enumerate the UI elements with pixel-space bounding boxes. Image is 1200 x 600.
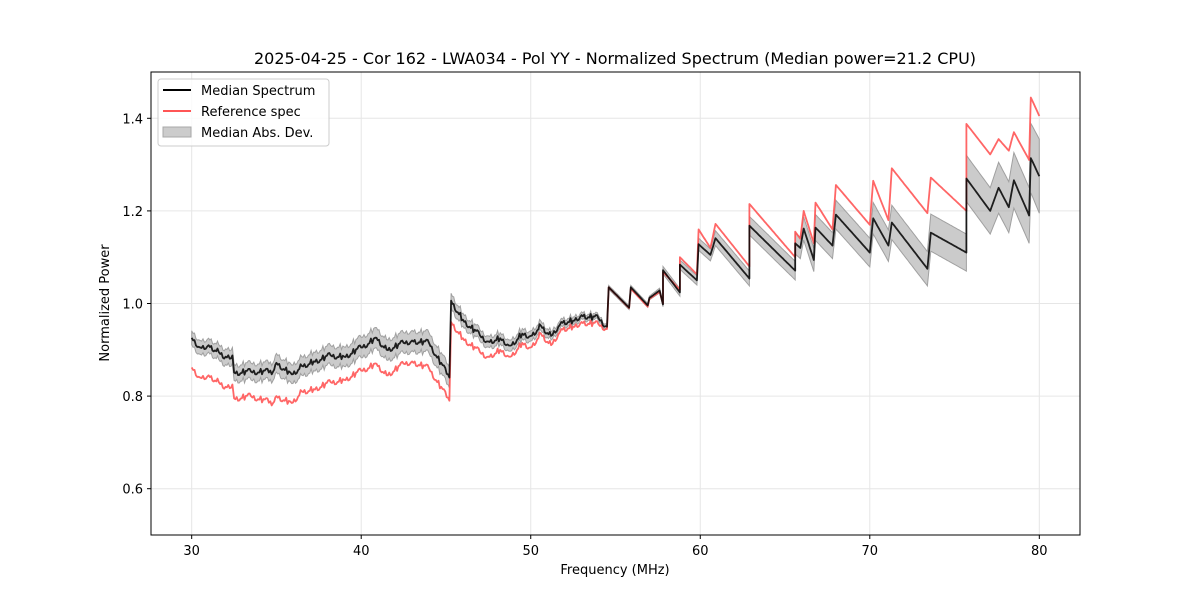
y-tick-label: 0.8: [122, 390, 143, 405]
x-axis: 30 40 50 60 70 80: [183, 535, 1048, 559]
x-axis-label: Frequency (MHz): [560, 563, 669, 578]
x-tick-label: 80: [1031, 544, 1048, 559]
y-tick-label: 0.6: [122, 483, 143, 498]
x-tick-label: 70: [862, 544, 879, 559]
chart-title: 2025-04-25 - Cor 162 - LWA034 - Pol YY -…: [254, 49, 976, 68]
y-axis: 0.6 0.8 1.0 1.2 1.4: [122, 112, 151, 498]
mad-band: [191, 121, 1040, 388]
y-tick-label: 1.2: [122, 205, 143, 220]
series-layer: [190, 96, 1041, 407]
median-spectrum-line: [190, 157, 1041, 379]
legend-box: [157, 78, 330, 147]
x-tick-label: 60: [692, 544, 709, 559]
mad-band-layer: [191, 121, 1040, 388]
legend: Median Spectrum Reference spec Median Ab…: [157, 78, 330, 147]
x-tick-label: 40: [353, 544, 370, 559]
x-tick-label: 50: [522, 544, 539, 559]
legend-label-median: Median Spectrum: [201, 84, 315, 99]
x-tick-label: 30: [183, 544, 200, 559]
y-tick-label: 1.4: [122, 112, 143, 127]
legend-label-reference: Reference spec: [201, 105, 301, 120]
y-tick-label: 1.0: [122, 298, 143, 313]
y-axis-label: Normalized Power: [98, 244, 113, 362]
legend-label-mad: Median Abs. Dev.: [201, 126, 313, 141]
legend-swatch-mad: [162, 126, 192, 138]
